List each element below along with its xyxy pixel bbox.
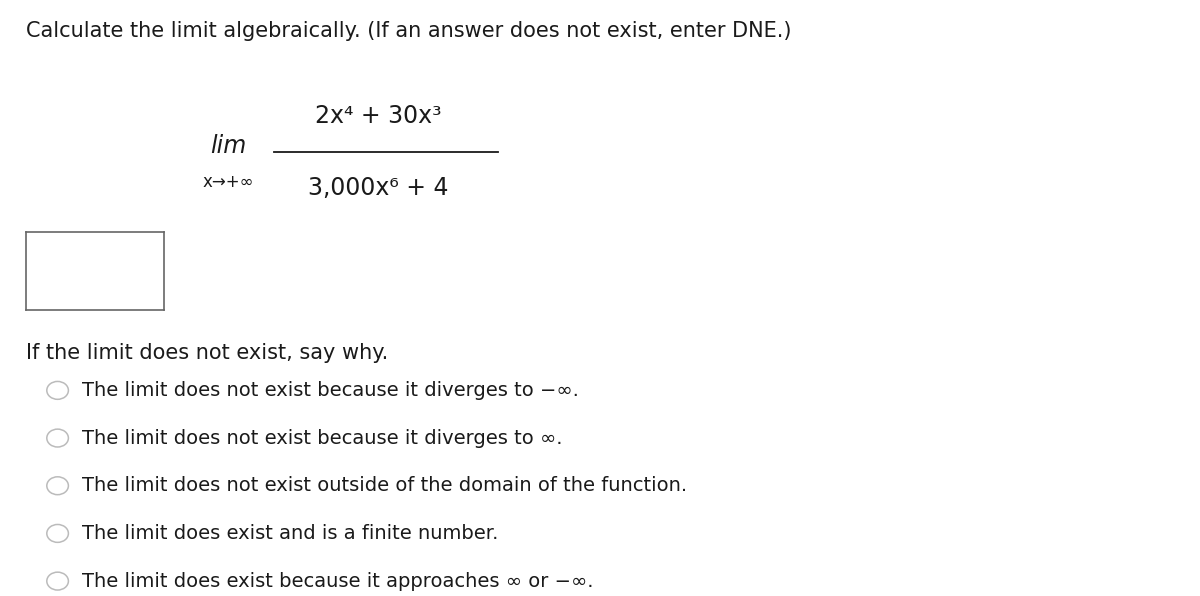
Text: Calculate the limit algebraically. (If an answer does not exist, enter DNE.): Calculate the limit algebraically. (If a… <box>26 21 792 41</box>
Text: The limit does not exist because it diverges to ∞.: The limit does not exist because it dive… <box>82 429 562 448</box>
Ellipse shape <box>47 477 68 495</box>
Text: lim: lim <box>210 134 246 158</box>
Text: The limit does exist because it approaches ∞ or −∞.: The limit does exist because it approach… <box>82 572 593 591</box>
Ellipse shape <box>47 429 68 447</box>
Ellipse shape <box>47 524 68 542</box>
Text: x→+∞: x→+∞ <box>203 173 253 191</box>
Text: The limit does not exist because it diverges to −∞.: The limit does not exist because it dive… <box>82 381 578 400</box>
Text: If the limit does not exist, say why.: If the limit does not exist, say why. <box>26 343 389 363</box>
Text: 3,000x⁶ + 4: 3,000x⁶ + 4 <box>307 176 449 200</box>
Text: 2x⁴ + 30x³: 2x⁴ + 30x³ <box>314 104 442 128</box>
Text: The limit does not exist outside of the domain of the function.: The limit does not exist outside of the … <box>82 476 686 495</box>
Ellipse shape <box>47 381 68 399</box>
Text: The limit does exist and is a finite number.: The limit does exist and is a finite num… <box>82 524 498 543</box>
Ellipse shape <box>47 572 68 590</box>
